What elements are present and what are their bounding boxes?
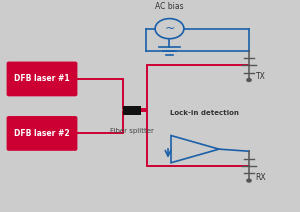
- Text: ~: ~: [164, 22, 175, 35]
- Bar: [123, 106, 141, 114]
- Text: RX: RX: [256, 173, 266, 182]
- Text: Lock-in detection: Lock-in detection: [169, 110, 238, 116]
- FancyBboxPatch shape: [7, 116, 77, 151]
- Circle shape: [247, 78, 251, 81]
- Text: DFB laser #2: DFB laser #2: [14, 129, 70, 138]
- Text: DFB laser #1: DFB laser #1: [14, 74, 70, 84]
- Text: Fiber splitter: Fiber splitter: [110, 128, 154, 134]
- Circle shape: [247, 179, 251, 182]
- Text: TX: TX: [256, 72, 266, 81]
- FancyBboxPatch shape: [7, 61, 77, 96]
- Text: AC bias: AC bias: [155, 2, 184, 11]
